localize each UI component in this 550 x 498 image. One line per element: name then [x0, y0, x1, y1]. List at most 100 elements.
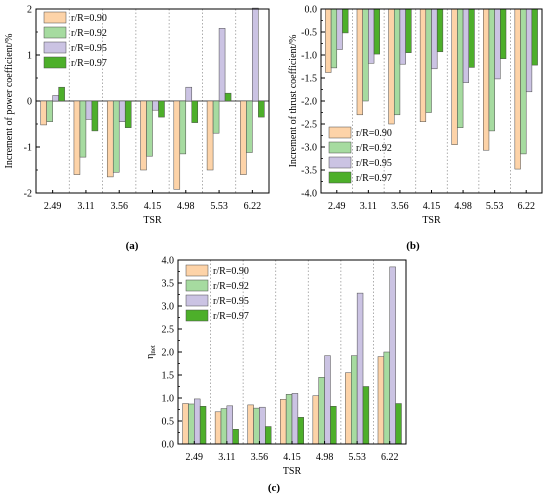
y-tick-label: 3.0 — [162, 302, 175, 313]
x-tick-label: 4.98 — [454, 201, 472, 212]
bar — [373, 8, 380, 55]
legend: r/R=0.90 r/R=0.92 r/R=0.95 r/R=0.97 — [328, 126, 392, 184]
bar — [280, 399, 287, 445]
x-tick-label: 4.15 — [423, 201, 441, 212]
x-tick-label: 4.15 — [144, 201, 162, 212]
bar — [232, 429, 239, 445]
y-tick-label: -1.0 — [301, 51, 317, 62]
bar — [297, 417, 304, 445]
legend-entry: r/R=0.97 — [213, 311, 249, 322]
bar — [383, 351, 390, 445]
chart-panel-3: 0.0 0.5 1.0 1.5 2.0 2.5 3.0 3.5 4.0 2.49 3.11 3.56 4… — [145, 256, 407, 494]
bar — [405, 8, 412, 53]
y-axis-label-subscript: net — [149, 345, 157, 354]
bar — [73, 100, 81, 175]
bar — [362, 386, 370, 445]
bar — [457, 8, 464, 128]
legend-swatch — [185, 309, 209, 322]
bar — [185, 86, 193, 102]
legend-swatch — [328, 141, 352, 154]
bar — [399, 8, 406, 65]
legend-swatch — [185, 294, 209, 307]
x-tick-label: 3.56 — [110, 201, 128, 212]
bar — [218, 28, 226, 102]
bar — [265, 426, 272, 445]
legend-swatch — [185, 279, 209, 292]
bar — [285, 394, 293, 445]
bar — [514, 8, 521, 170]
bar — [58, 86, 65, 102]
bar — [345, 372, 352, 445]
y-tick-label: -1.5 — [301, 74, 317, 85]
bar — [330, 406, 337, 445]
y-tick-label: -2 — [24, 189, 32, 200]
bar — [436, 8, 444, 53]
bar — [246, 100, 253, 153]
bar — [494, 8, 501, 80]
bar — [259, 406, 266, 445]
x-tick-label: 3.11 — [77, 201, 94, 212]
y-tick-label: 2 — [27, 5, 32, 16]
bar — [388, 8, 395, 125]
bar — [393, 8, 401, 116]
bar — [173, 100, 181, 190]
y-tick-label: -1 — [24, 143, 32, 154]
bar — [324, 355, 331, 445]
x-tick-label: 3.56 — [391, 201, 409, 212]
bar — [252, 7, 259, 102]
legend-entry: r/R=0.92 — [71, 28, 107, 39]
y-tick-label: 1.5 — [162, 371, 175, 382]
y-axis-label: ηnet — [145, 345, 157, 359]
x-tick-label: 4.98 — [316, 452, 334, 463]
bar — [206, 100, 214, 171]
legend-entry: r/R=0.92 — [356, 143, 392, 154]
x-tick-label: 3.11 — [218, 452, 235, 463]
bar — [146, 100, 153, 157]
bar — [531, 8, 538, 66]
legend-entry: r/R=0.95 — [356, 158, 392, 169]
bar — [40, 100, 47, 126]
bar — [240, 100, 247, 175]
bar — [342, 8, 349, 34]
legend-entry: r/R=0.92 — [213, 281, 249, 292]
y-tick-label: 3.5 — [162, 279, 175, 290]
bar — [194, 398, 201, 445]
bar — [351, 355, 358, 445]
y-tick-label: 2.0 — [162, 348, 175, 359]
x-axis-label: TSR — [422, 215, 441, 226]
legend-entry: r/R=0.97 — [356, 173, 392, 184]
legend-entry: r/R=0.95 — [71, 43, 107, 54]
bar — [52, 95, 59, 102]
x-axis-label: TSR — [283, 466, 302, 477]
legend-swatch — [328, 126, 352, 139]
bar — [483, 8, 490, 151]
bar — [389, 266, 396, 445]
bar — [158, 100, 165, 118]
legend-entry: r/R=0.90 — [356, 128, 392, 139]
bar — [46, 100, 53, 122]
legend-entry: r/R=0.97 — [71, 58, 107, 69]
x-tick-label: 6.22 — [381, 452, 399, 463]
bar — [318, 377, 325, 445]
y-tick-label: 1.0 — [162, 394, 175, 405]
x-tick-label: 2.49 — [328, 201, 346, 212]
y-tick-label: -3.0 — [301, 143, 317, 154]
bar — [356, 8, 363, 116]
bar — [425, 8, 432, 113]
bar — [79, 100, 87, 158]
legend: r/R=0.90 r/R=0.92 r/R=0.95 r/R=0.97 — [185, 264, 249, 322]
y-tick-label: 0.0 — [305, 5, 318, 16]
bar — [199, 406, 207, 445]
bar — [356, 292, 364, 445]
bar — [220, 408, 228, 445]
legend-swatch — [185, 264, 209, 277]
bar — [140, 100, 147, 171]
chart-panel-1: -2 -1 0 1 2 2.49 3.11 3.56 4.15 4.98 5.53 6.22 TSR In… — [4, 5, 270, 252]
legend-swatch — [43, 26, 67, 39]
bar — [468, 8, 475, 68]
y-tick-label: -2.5 — [301, 120, 317, 131]
x-tick-label: 3.56 — [251, 452, 269, 463]
bar — [336, 8, 343, 50]
x-tick-label: 6.22 — [517, 201, 535, 212]
bar — [431, 8, 438, 70]
